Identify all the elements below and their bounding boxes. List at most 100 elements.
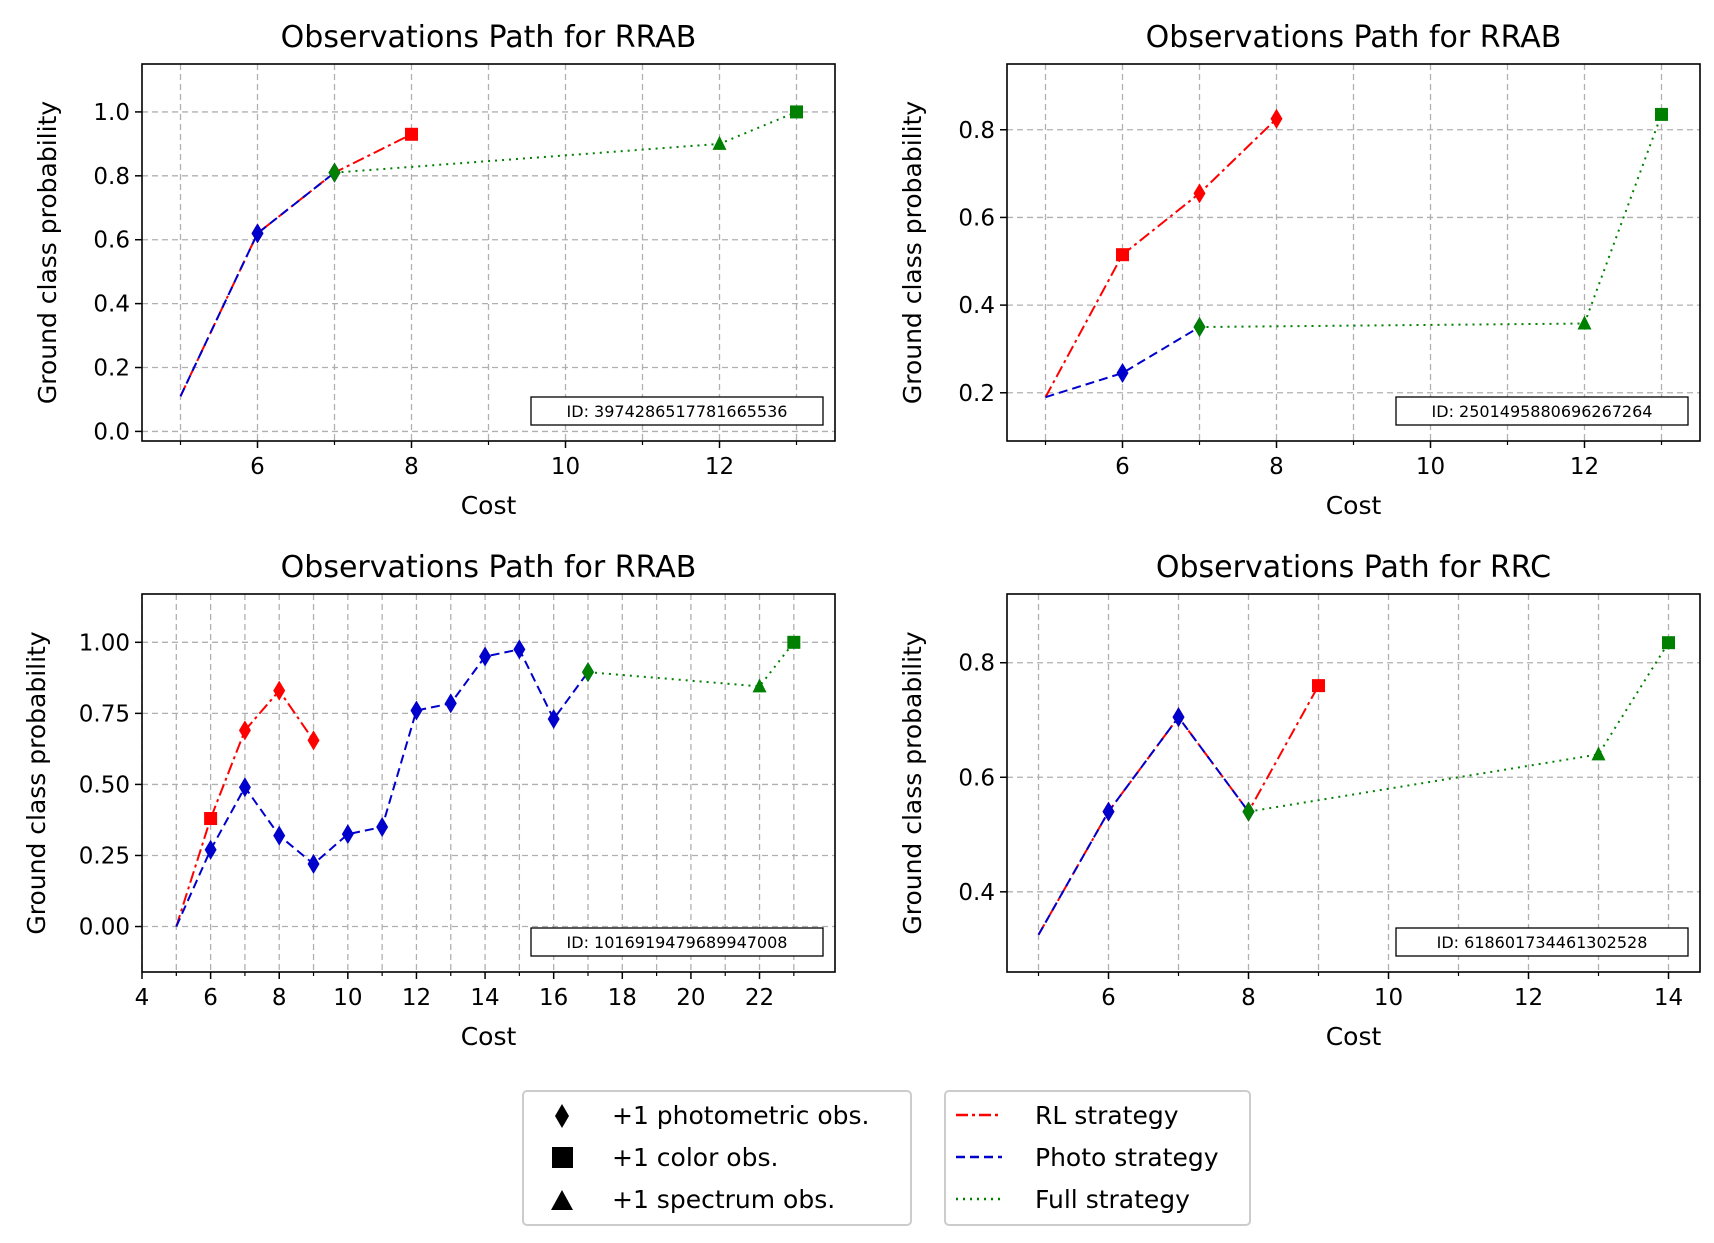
chart-panel-1: 6 8 10 12 0.0 0.2 0.4 0.6 0.8 1.0 Observations Pat… xyxy=(33,20,836,520)
x-tick-label: 6 xyxy=(203,985,218,1011)
y-axis-label: Ground class probability xyxy=(898,101,927,405)
data-point-rl xyxy=(1312,679,1325,693)
data-point-full xyxy=(790,105,803,119)
id-annotation-box xyxy=(1395,396,1689,426)
series-line-rl xyxy=(1044,118,1278,398)
x-tick-label: 8 xyxy=(1241,985,1256,1011)
data-point-full xyxy=(1662,636,1675,650)
data-point-photo xyxy=(307,854,320,874)
series-line-rl xyxy=(179,133,412,397)
data-point-rl xyxy=(405,127,418,141)
data-point-full xyxy=(328,162,341,183)
x-tick-label: 10 xyxy=(1416,454,1445,480)
data-point-full xyxy=(1577,315,1592,330)
data-point-rl xyxy=(204,812,218,826)
y-tick-label: 0.4 xyxy=(958,880,995,906)
y-tick-label: 0.8 xyxy=(958,651,995,677)
x-axis-label: Cost xyxy=(1326,1022,1382,1051)
y-tick-label: 0.4 xyxy=(958,293,995,319)
id-annotation-label: ID: 3974286517781665536 xyxy=(567,402,788,421)
y-axis-label: Ground class probability xyxy=(898,631,927,935)
x-tick-label: 22 xyxy=(745,985,774,1011)
y-tick-label: 0.25 xyxy=(79,843,130,869)
data-point-rl xyxy=(1270,108,1283,129)
legend-lines: RL strategy Photo strategy Full strategy xyxy=(944,1090,1251,1226)
data-point-rl xyxy=(238,720,251,741)
y-tick-label: 0.6 xyxy=(93,228,130,254)
plot-frame xyxy=(1006,593,1701,973)
id-annotation-box xyxy=(530,927,824,957)
x-tick-label: 8 xyxy=(404,454,419,480)
legend-line-label-photo: Photo strategy xyxy=(1035,1143,1219,1172)
x-tick-label: 8 xyxy=(1269,454,1284,480)
id-annotation-label: ID: 2501495880696267264 xyxy=(1432,402,1653,421)
data-point-full xyxy=(752,678,767,693)
x-tick-label: 10 xyxy=(551,454,580,480)
triangle-icon xyxy=(551,1190,573,1210)
y-tick-label: 0.8 xyxy=(93,164,130,190)
data-point-photo xyxy=(1102,801,1115,822)
x-tick-label: 8 xyxy=(272,985,287,1011)
data-point-photo xyxy=(1172,707,1185,728)
data-point-photo xyxy=(547,709,560,730)
y-tick-label: 1.00 xyxy=(79,630,130,656)
x-tick-label: 14 xyxy=(470,985,499,1011)
x-tick-label: 12 xyxy=(1570,454,1599,480)
chart-title: Observations Path for RRAB xyxy=(281,20,697,55)
data-point-photo xyxy=(341,824,354,845)
chart-title: Observations Path for RRC xyxy=(1156,550,1551,585)
data-point-full xyxy=(581,662,594,683)
x-tick-label: 12 xyxy=(705,454,734,480)
data-point-photo xyxy=(204,839,217,860)
x-axis-label: Cost xyxy=(1326,491,1382,520)
chart-panel-3: 4 6 8 10 12 14 16 18 20 22 0.00 0.25 0.50 0.75 1.00 Obs… xyxy=(22,550,836,1051)
square-icon xyxy=(552,1147,573,1168)
x-tick-label: 12 xyxy=(1514,985,1543,1011)
series-line-full xyxy=(1248,642,1670,813)
x-tick-label: 16 xyxy=(539,985,568,1011)
x-tick-label: 12 xyxy=(402,985,431,1011)
x-tick-label: 20 xyxy=(676,985,705,1011)
chart-title: Observations Path for RRAB xyxy=(281,550,697,585)
y-tick-label: 0.50 xyxy=(79,772,130,798)
x-tick-label: 14 xyxy=(1654,985,1683,1011)
plot-frame xyxy=(141,593,836,973)
data-point-rl xyxy=(307,730,320,751)
data-point-photo xyxy=(1116,363,1129,384)
series-line-full xyxy=(587,641,795,688)
legend-marker-label-spectrum: +1 spectrum obs. xyxy=(612,1185,835,1214)
x-tick-label: 6 xyxy=(1101,985,1116,1011)
legend-line-label-full: Full strategy xyxy=(1035,1185,1190,1214)
data-point-full xyxy=(787,635,801,649)
data-point-photo xyxy=(479,646,492,667)
data-point-photo xyxy=(444,693,457,714)
x-axis-label: Cost xyxy=(461,1022,517,1051)
diamond-icon xyxy=(555,1104,569,1128)
id-annotation-label: ID: 618601734461302528 xyxy=(1437,933,1648,952)
series-line-full xyxy=(334,111,797,174)
data-point-full xyxy=(1242,801,1255,822)
id-annotation-box xyxy=(1395,927,1689,957)
legend-marker-label-color: +1 color obs. xyxy=(612,1143,778,1172)
x-tick-label: 6 xyxy=(1115,454,1130,480)
series-line-photo xyxy=(1037,715,1250,936)
y-tick-label: 0.2 xyxy=(93,356,130,382)
legend-lines-frame xyxy=(944,1090,1251,1226)
x-axis-label: Cost xyxy=(461,491,517,520)
data-point-rl xyxy=(1116,248,1129,262)
data-point-rl xyxy=(1193,183,1206,204)
data-point-photo xyxy=(513,639,526,660)
y-axis-label: Ground class probability xyxy=(22,631,51,935)
data-point-photo xyxy=(238,777,251,798)
x-tick-label: 10 xyxy=(333,985,362,1011)
id-annotation-label: ID: 1016919479689947008 xyxy=(567,933,788,952)
y-tick-label: 0.0 xyxy=(93,419,130,445)
y-tick-label: 0.00 xyxy=(79,915,130,941)
legend-markers-frame xyxy=(522,1090,912,1226)
legend-line-label-rl: RL strategy xyxy=(1035,1101,1179,1130)
data-point-full xyxy=(1655,107,1668,121)
data-point-full xyxy=(712,135,727,150)
x-tick-label: 4 xyxy=(135,985,150,1011)
y-tick-label: 0.75 xyxy=(79,701,130,727)
